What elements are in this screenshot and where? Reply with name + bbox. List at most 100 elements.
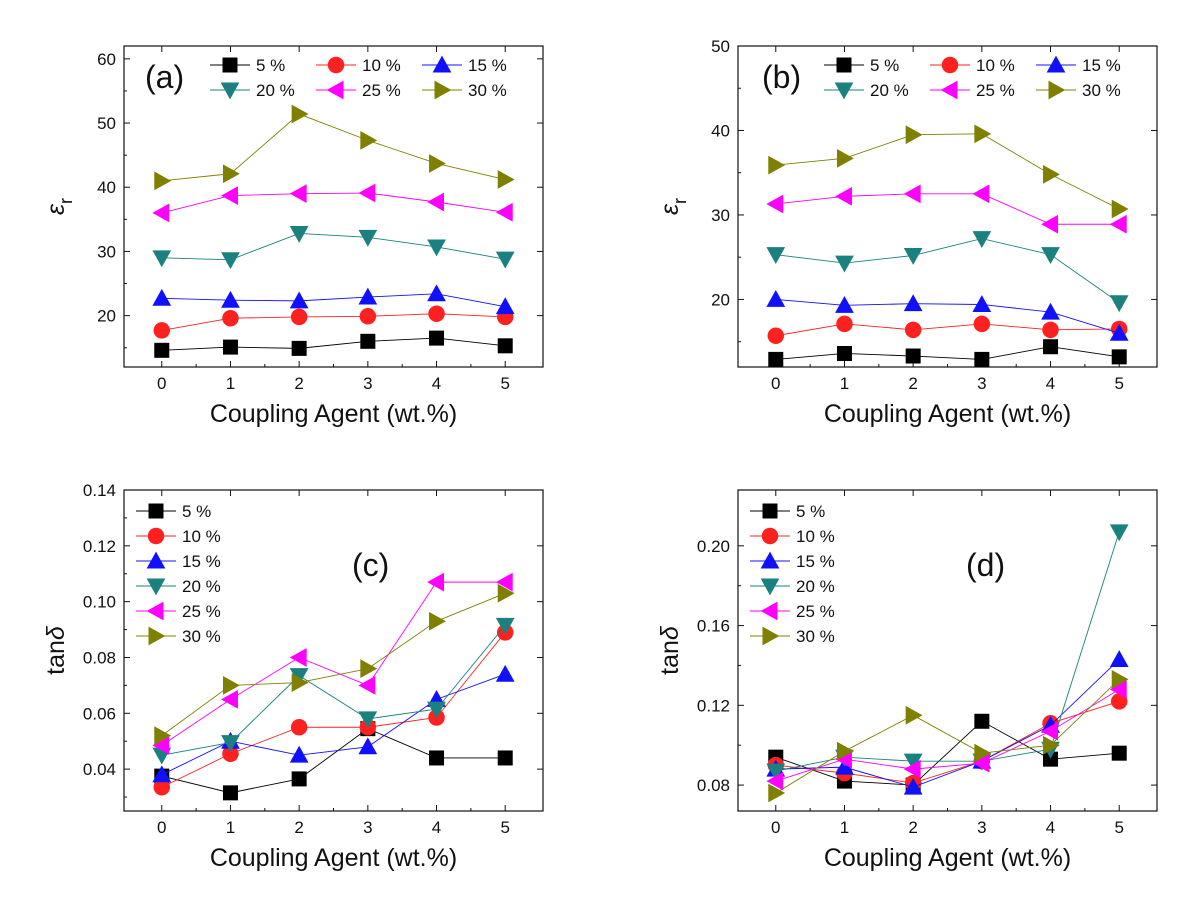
data-point [152,203,170,223]
series-line [161,337,506,351]
series-line [775,720,1120,786]
data-point [768,783,786,803]
data-point [358,711,378,729]
y-axis-label-sub: r [56,198,76,204]
data-point [152,250,172,268]
y-tick-label: 0.08 [83,648,116,667]
series-line [775,193,1120,225]
legend-marker [760,578,780,596]
data-point [154,171,172,191]
legend-marker [326,80,344,100]
panel-label: (b) [762,59,801,95]
data-point [429,154,446,173]
series-20pct [152,225,515,270]
legend-marker [941,56,959,74]
legend-entry-label: 5 % [796,502,825,521]
data-point [497,170,515,189]
data-point [152,765,172,783]
legend-marker [1048,80,1066,100]
data-point [1043,751,1059,767]
data-point [1041,247,1060,265]
legend-entry-label: 15 % [468,56,507,75]
x-tick-label: 0 [157,374,166,393]
series-line [161,192,506,214]
y-tick-label: 0.04 [83,760,116,779]
series-line [775,298,1120,334]
legend-entry-label: 5 % [182,502,211,521]
x-tick-label: 3 [363,374,372,393]
series-line [775,659,1120,788]
data-point [289,745,309,763]
data-point [1043,165,1060,184]
data-point [495,297,515,315]
y-tick-label: 0.14 [83,481,116,500]
data-point [222,164,240,184]
legend-entry-label: 5 % [256,56,285,75]
data-point [835,255,854,273]
y-tick-label: 0.12 [83,537,116,556]
legend-entry-label: 20 % [256,81,295,100]
data-point [497,583,515,603]
data-point [154,726,172,746]
x-tick-label: 2 [294,374,303,393]
x-tick-label: 0 [771,818,780,837]
data-point [766,763,786,781]
series-5pct [154,721,513,801]
data-point [429,750,445,766]
legend-marker [760,551,780,569]
data-point [973,315,991,333]
x-axis-label: Coupling Agent (wt.%) [210,400,457,428]
data-point [358,737,378,755]
data-point [221,290,240,308]
data-point [427,192,445,212]
x-axis-label: Coupling Agent (wt.%) [824,400,1071,428]
data-point [222,745,239,763]
series-line [161,728,506,794]
y-tick-label: 40 [97,178,116,197]
x-axis-label: Coupling Agent (wt.%) [210,844,457,872]
data-point [358,229,378,247]
series-10pct [153,305,514,339]
legend-entry-label: 10 % [796,527,835,546]
x-tick-label: 4 [432,818,441,837]
legend-marker [762,503,778,519]
y-axis-label: εr [42,198,76,215]
data-point [289,668,309,685]
legend-entry-label: 30 % [182,627,221,646]
panel-label: (c) [352,547,389,583]
series-30pct [154,104,515,191]
data-point [1110,693,1128,710]
data-point [1041,214,1059,234]
data-point [429,330,445,346]
series-10pct [153,624,514,796]
data-point [766,247,786,265]
legend-marker [222,57,238,73]
y-axis-label: tanδ [42,625,70,675]
data-point [1041,721,1059,741]
y-tick-label: 0.12 [697,696,730,715]
data-point [289,225,309,243]
data-point [222,339,238,355]
data-point [427,284,446,302]
series-5pct [768,339,1127,367]
x-tick-label: 5 [500,818,509,837]
x-tick-label: 3 [977,818,986,837]
data-point [427,572,445,592]
series-line [161,233,506,261]
data-point [495,572,513,592]
data-point [903,777,923,795]
data-point [222,676,240,695]
data-point [836,345,852,361]
legend-entry-label: 20 % [796,577,835,596]
series-line [161,113,506,182]
y-tick-label: 50 [97,114,116,133]
x-tick-label: 2 [294,818,303,837]
legend-marker [148,503,164,519]
legend-entry-label: 30 % [468,81,507,100]
x-tick-label: 5 [1114,818,1123,837]
data-point [1109,650,1129,667]
data-point [974,713,990,729]
data-point [903,753,923,771]
data-point [289,648,307,667]
y-tick-label: 0.16 [697,617,730,636]
